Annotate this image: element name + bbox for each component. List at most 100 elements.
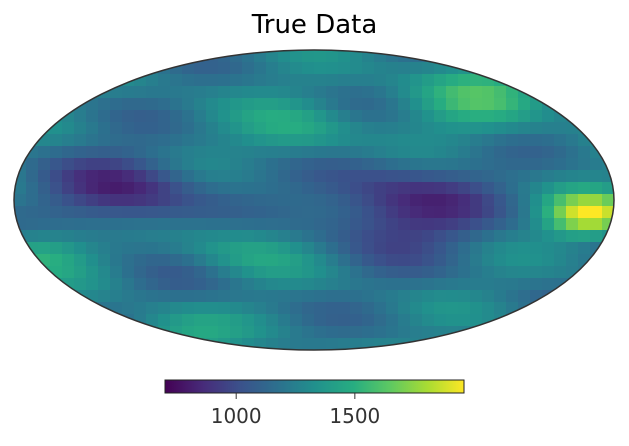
map-cell: [374, 230, 387, 243]
map-cell: [26, 158, 39, 171]
map-cell: [62, 206, 75, 219]
map-cell: [182, 194, 195, 207]
map-cell: [398, 182, 411, 195]
map-cell: [494, 170, 507, 183]
map-cell: [542, 254, 555, 267]
map-cell: [254, 218, 267, 231]
map-cell: [362, 206, 375, 219]
map-cell: [422, 146, 435, 159]
map-cell: [62, 182, 75, 195]
map-cell: [326, 134, 339, 147]
map-cell: [542, 242, 555, 255]
map-cell: [254, 74, 267, 87]
map-cell: [506, 230, 519, 243]
map-cell: [158, 122, 171, 135]
map-cell: [326, 86, 339, 99]
map-cell: [518, 122, 531, 135]
map-cell: [230, 242, 243, 255]
map-cell: [74, 266, 87, 279]
map-cell: [182, 122, 195, 135]
map-cell: [170, 254, 183, 267]
map-cell: [146, 134, 159, 147]
map-cell: [182, 134, 195, 147]
map-cell: [74, 122, 87, 135]
map-cell: [314, 110, 327, 123]
map-cell: [242, 122, 255, 135]
map-cell: [326, 218, 339, 231]
map-cell: [290, 278, 303, 291]
map-cell: [182, 146, 195, 159]
map-cell: [38, 170, 51, 183]
map-cell: [374, 62, 387, 75]
map-cell: [218, 182, 231, 195]
map-cell: [122, 218, 135, 231]
map-cell: [338, 194, 351, 207]
map-cell: [278, 290, 291, 303]
map-cell: [314, 338, 327, 350]
map-cell: [26, 194, 39, 207]
map-cell: [266, 290, 279, 303]
map-cell: [230, 146, 243, 159]
map-cell: [458, 314, 471, 327]
map-cell: [422, 230, 435, 243]
map-cell: [434, 146, 447, 159]
map-cell: [398, 158, 411, 171]
map-cell: [98, 170, 111, 183]
map-cell: [194, 278, 207, 291]
map-cell: [26, 230, 39, 243]
map-cell: [206, 110, 219, 123]
map-cell: [302, 110, 315, 123]
map-cell: [134, 218, 147, 231]
map-cell: [182, 278, 195, 291]
map-cell: [206, 254, 219, 267]
map-cell: [290, 194, 303, 207]
map-cell: [362, 218, 375, 231]
map-cell: [494, 134, 507, 147]
map-cell: [230, 182, 243, 195]
map-cell: [134, 158, 147, 171]
map-cell: [242, 242, 255, 255]
map-cell: [482, 206, 495, 219]
map-cell: [482, 170, 495, 183]
map-cell: [314, 194, 327, 207]
map-cell: [218, 302, 231, 315]
map-cell: [254, 170, 267, 183]
map-cell: [410, 122, 423, 135]
map-cell: [338, 122, 351, 135]
map-cell: [266, 122, 279, 135]
map-cell: [122, 146, 135, 159]
map-cell: [278, 326, 291, 339]
map-cell: [350, 98, 363, 111]
map-cell: [590, 158, 603, 171]
map-cell: [302, 242, 315, 255]
map-cell: [302, 98, 315, 111]
map-cell: [302, 302, 315, 315]
map-cell: [470, 86, 483, 99]
map-cell: [578, 206, 591, 219]
map-cell: [254, 182, 267, 195]
map-cell: [206, 98, 219, 111]
map-cell: [122, 254, 135, 267]
map-cell: [338, 302, 351, 315]
map-cell: [434, 254, 447, 267]
map-cell: [470, 278, 483, 291]
map-cell: [398, 194, 411, 207]
map-cell: [482, 122, 495, 135]
map-cell: [350, 290, 363, 303]
map-cell: [362, 134, 375, 147]
map-cell: [386, 290, 399, 303]
map-cell: [314, 86, 327, 99]
map-cell: [86, 194, 99, 207]
map-cell: [458, 86, 471, 99]
map-cell: [206, 182, 219, 195]
map-cell: [146, 158, 159, 171]
map-cell: [362, 194, 375, 207]
map-cell: [98, 122, 111, 135]
map-cell: [410, 134, 423, 147]
map-cell: [338, 146, 351, 159]
map-cell: [74, 218, 87, 231]
map-cell: [506, 170, 519, 183]
map-cell: [542, 182, 555, 195]
map-cell: [422, 158, 435, 171]
map-cell: [530, 110, 543, 123]
